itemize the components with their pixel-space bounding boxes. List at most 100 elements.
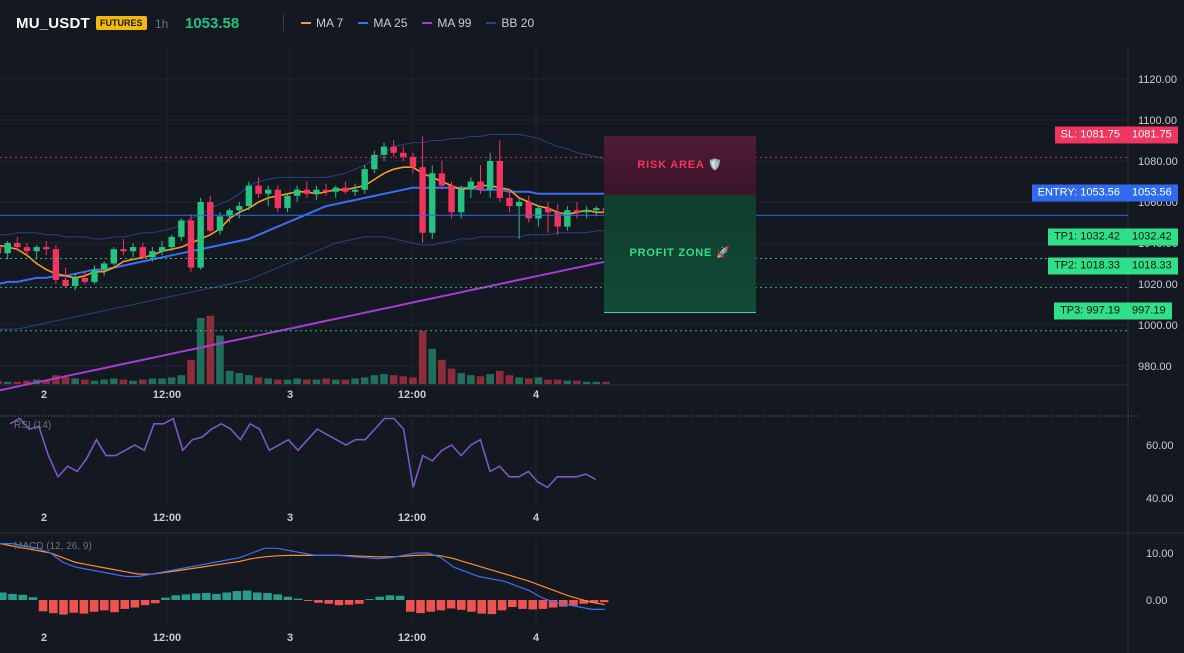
time-axis-label: 12:00: [153, 512, 181, 524]
legend-ma25[interactable]: MA 25: [358, 16, 407, 30]
candle-body: [23, 247, 31, 252]
volume-bar: [81, 379, 89, 384]
chart-header: MU_USDT FUTURES 1h 1053.58 MA 7 MA 25 MA…: [0, 0, 1184, 46]
candle-body: [236, 206, 243, 211]
candle-body: [265, 189, 272, 194]
candle-body: [245, 185, 253, 207]
macd-histogram-bar: [457, 600, 466, 610]
macd-histogram-bar: [242, 590, 252, 600]
legend-ma7[interactable]: MA 7: [301, 16, 343, 30]
bb-lower-line: [0, 230, 606, 330]
macd-histogram-bar: [151, 600, 160, 604]
time-axis-label: 12:00: [153, 632, 181, 644]
macd-histogram-bar: [436, 600, 446, 611]
price-axis-label: 980.00: [1138, 361, 1172, 373]
candle-body: [467, 181, 475, 190]
time-axis-label: 12:00: [398, 632, 426, 644]
ma7-line: [0, 166, 606, 279]
volume-bar: [187, 359, 195, 384]
macd-histogram-bar: [395, 595, 405, 600]
macd-histogram-bar: [293, 598, 303, 600]
volume-bar: [225, 370, 234, 384]
entry-price-tag: 1053.56: [1126, 184, 1178, 202]
candle-body: [158, 247, 166, 252]
candle-body: [554, 212, 561, 227]
volume-bar: [100, 379, 108, 384]
candle-body: [573, 210, 581, 213]
volume-bar: [52, 375, 60, 384]
volume-bar: [13, 381, 22, 384]
volume-bar: [524, 378, 533, 384]
macd-histogram-bar: [324, 600, 333, 604]
tp2-tag[interactable]: TP2: 1018.33: [1047, 257, 1126, 275]
futures-badge: FUTURES: [96, 16, 147, 30]
macd-histogram-bar: [385, 595, 395, 600]
volume-bar: [293, 378, 301, 384]
macd-histogram-bar: [589, 600, 599, 603]
macd-histogram-bar: [181, 594, 191, 600]
macd-histogram-bar: [110, 600, 119, 613]
candle-body: [525, 202, 532, 219]
sl-tag[interactable]: SL: 1081.75: [1054, 126, 1126, 144]
volume-bar: [312, 379, 321, 384]
volume-bar: [254, 377, 263, 384]
candle-body: [43, 247, 50, 250]
time-axis-label: 3: [287, 512, 293, 524]
candle-body: [361, 169, 368, 190]
macd-histogram-bar: [253, 592, 262, 600]
volume-bar: [515, 377, 523, 384]
level-lines: [0, 156, 1128, 332]
macd-histogram-bar: [314, 600, 323, 603]
volume-bar: [119, 379, 128, 384]
timeframe-label[interactable]: 1h: [155, 17, 169, 31]
entry-tag[interactable]: ENTRY: 1053.56: [1031, 184, 1126, 202]
macd-histogram-bar: [18, 594, 27, 600]
candle-body: [303, 189, 310, 194]
candle-body: [419, 167, 426, 233]
macd-histogram-bar: [59, 600, 68, 615]
price-axis-label: 1000.00: [1138, 320, 1178, 332]
bb-upper-line: [0, 133, 607, 240]
candle-body: [100, 263, 108, 270]
macd-histogram-bar: [406, 600, 415, 612]
candle-body: [255, 185, 262, 194]
macd-histogram-bar: [467, 600, 476, 612]
macd-histogram-bar: [528, 600, 537, 610]
volume-bar: [496, 370, 504, 384]
volume-bar: [534, 377, 543, 384]
legend-ma99[interactable]: MA 99: [422, 16, 471, 30]
volume-bar: [582, 381, 591, 384]
candle-body: [120, 249, 127, 252]
macd-histogram-bar: [518, 600, 527, 609]
profit-zone: [604, 195, 756, 313]
moving-averages: [0, 166, 607, 392]
volume-bar: [553, 379, 562, 384]
time-axis-label: 4: [533, 512, 540, 524]
candle-body: [313, 189, 320, 194]
ma99-line: [0, 260, 607, 392]
macd-histogram-bar: [446, 600, 456, 609]
candle-body: [187, 220, 195, 268]
volume-bar: [399, 376, 408, 384]
candle-body: [62, 279, 69, 287]
macd-histogram-bar: [426, 600, 435, 612]
candle-body: [293, 189, 301, 196]
symbol-name[interactable]: MU_USDT: [16, 15, 90, 32]
tp1-tag[interactable]: TP1: 1032.42: [1047, 228, 1126, 246]
legend-bb20-label: BB 20: [501, 16, 535, 30]
profit-zone-label: PROFIT ZONE 🚀: [629, 247, 731, 259]
tp3-tag[interactable]: TP3: 997.19: [1054, 302, 1126, 320]
macd-histogram-bar: [569, 600, 578, 606]
volume-bar: [544, 379, 552, 384]
macd-histogram-bar: [8, 593, 17, 600]
candle-body: [380, 146, 388, 155]
axes: 980.001000.001020.001040.001060.001080.0…: [41, 74, 1178, 644]
volume-bar: [602, 381, 610, 384]
macd-pane: MACD (12, 26, 9) 0.00 10.00: [0, 541, 1174, 615]
macd-histogram-bar: [548, 600, 558, 608]
candle-body: [4, 243, 11, 254]
legend-bb20[interactable]: BB 20: [486, 16, 534, 30]
volume-bar: [573, 380, 581, 384]
macd-histogram-bar: [334, 600, 344, 606]
